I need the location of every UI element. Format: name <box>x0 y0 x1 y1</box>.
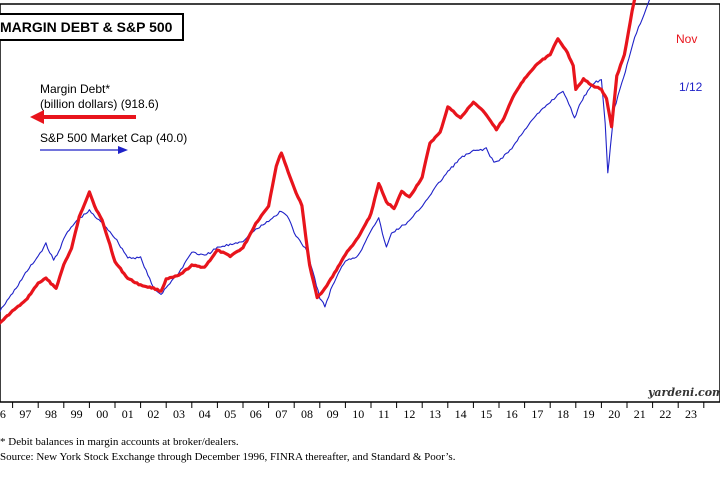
x-tick-label: 00 <box>96 407 108 421</box>
chart-title-text: MARGIN DEBT & S&P 500 <box>0 19 173 35</box>
legend-margin-debt-arrow <box>30 110 136 124</box>
x-tick-label: 18 <box>557 407 569 421</box>
chart-title: MARGIN DEBT & S&P 500 <box>0 13 185 41</box>
x-tick-label: 09 <box>327 407 339 421</box>
sp500-end-label: 1/12 <box>679 80 703 94</box>
x-tick-label: 20 <box>608 407 620 421</box>
x-tick-label: 02 <box>147 407 159 421</box>
x-tick-label: 13 <box>429 407 441 421</box>
x-tick-label: 07 <box>275 407 287 421</box>
x-tick-label: 15 <box>480 407 492 421</box>
x-axis: 96 97 98 99 00 01 02 03 04 05 06 07 08 09 10 11 12 13 14 15… <box>0 402 705 421</box>
x-tick-label: 01 <box>122 407 134 421</box>
x-tick-label: 14 <box>455 407 467 421</box>
x-tick-label: 04 <box>199 407 211 421</box>
watermark: yardeni.com <box>648 386 720 399</box>
x-tick-label: 99 <box>71 407 83 421</box>
x-tick-label: 11 <box>378 407 390 421</box>
x-tick-label: 22 <box>659 407 671 421</box>
margin-debt-end-label: Nov <box>676 32 698 46</box>
legend-sp500-arrow <box>40 146 128 154</box>
x-tick-label: 06 <box>250 407 262 421</box>
plot-frame <box>0 3 720 403</box>
x-tick-label: 17 <box>531 407 543 421</box>
footnote-source: Source: New York Stock Exchange through … <box>0 451 456 463</box>
x-tick-label: 10 <box>352 407 364 421</box>
legend-margin-debt-label: Margin Debt* <box>40 82 111 96</box>
x-tick-label: 05 <box>224 407 236 421</box>
x-tick-label: 97 <box>19 407 31 421</box>
series-sp500-line <box>0 0 650 313</box>
x-tick-label: 08 <box>301 407 313 421</box>
x-tick-label: 21 <box>634 407 646 421</box>
x-tick-label: 23 <box>685 407 697 421</box>
x-tick-label: 16 <box>506 407 518 421</box>
x-tick-label: 98 <box>45 407 57 421</box>
x-tick-label: 96 <box>0 407 6 421</box>
x-tick-label: 12 <box>403 407 415 421</box>
legend-sp500-label: S&P 500 Market Cap (40.0) <box>40 131 188 145</box>
x-tick-label: 03 <box>173 407 185 421</box>
footnote-definition: * Debit balances in margin accounts at b… <box>0 436 239 448</box>
series-layer <box>0 0 650 325</box>
x-tick-label: 19 <box>583 407 595 421</box>
series-margin-debt-line <box>0 0 637 325</box>
legend-margin-debt-sublabel: (billion dollars) (918.6) <box>40 97 159 111</box>
